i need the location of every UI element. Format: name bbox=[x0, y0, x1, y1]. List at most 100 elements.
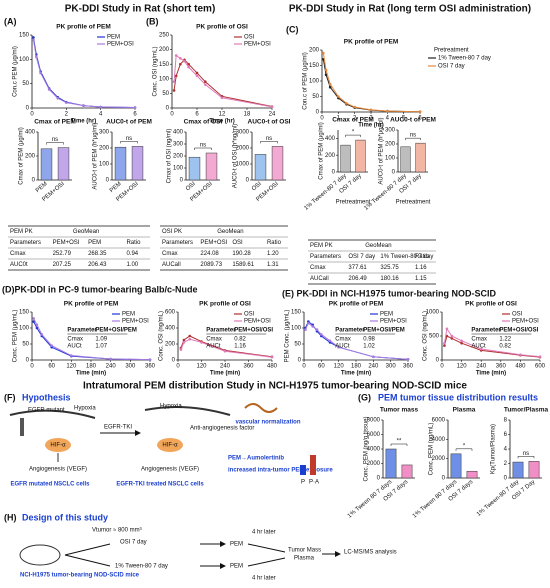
x-tick-label: 2 bbox=[353, 116, 357, 122]
label: Angiogenesis (VEGF) bbox=[141, 467, 199, 473]
x-tick-label: 120 bbox=[457, 364, 468, 370]
point bbox=[328, 85, 332, 89]
label: 4 hr later bbox=[252, 530, 276, 536]
point bbox=[220, 96, 224, 100]
series-line bbox=[33, 318, 151, 361]
point bbox=[460, 341, 463, 345]
x-axis-label: Time (min) bbox=[76, 371, 106, 377]
table-cell: PEM+OSI bbox=[200, 240, 227, 246]
y-tick-label: 2000 bbox=[236, 146, 250, 152]
point bbox=[324, 68, 328, 72]
point bbox=[223, 349, 227, 353]
point bbox=[70, 354, 73, 357]
chart-title: PK profile of PEM bbox=[56, 24, 111, 31]
chart-title: Tumor/Plasma bbox=[504, 407, 549, 414]
hif-shape bbox=[157, 438, 183, 452]
y-tick-label: 1000 bbox=[426, 310, 440, 316]
point bbox=[450, 337, 454, 340]
point bbox=[443, 341, 446, 345]
label: Vtumor ≈ 800 mm³ bbox=[92, 528, 142, 534]
x-tick-label: 0 bbox=[302, 364, 306, 370]
inset-cell: Cmax bbox=[67, 337, 83, 343]
x-tick-label: 6 bbox=[195, 112, 199, 118]
y-tick-label: 0 bbox=[442, 476, 446, 482]
x-tick-label: 12 bbox=[219, 112, 226, 118]
y-tick-label: 400 bbox=[25, 130, 36, 136]
panel-label: (F) bbox=[4, 392, 16, 402]
x-tick-label: 0 bbox=[30, 112, 34, 118]
x-tick-label: 180 bbox=[351, 364, 362, 370]
point bbox=[188, 334, 192, 338]
label: EGFR-TKI bbox=[104, 425, 132, 431]
y-tick-label: 1000 bbox=[236, 162, 250, 168]
label: HIF-α bbox=[50, 443, 66, 449]
inset-cell: Cmax bbox=[471, 337, 487, 343]
point bbox=[172, 80, 176, 84]
y-tick-label: 0 bbox=[504, 476, 508, 482]
y-tick-label: 3000 bbox=[236, 130, 250, 136]
x-tick-label: 0 bbox=[176, 364, 180, 370]
y-tick-label: 300 bbox=[99, 130, 110, 136]
point bbox=[479, 347, 483, 351]
y-tick-label: 150 bbox=[159, 62, 170, 68]
point bbox=[148, 358, 152, 361]
inset-cell: AUCt bbox=[335, 344, 350, 350]
bar bbox=[512, 461, 524, 479]
inset-header: PEM+OSI/OSI bbox=[499, 328, 538, 334]
chart-title: Tumor mass bbox=[380, 407, 419, 414]
y-tick-label: 50 bbox=[312, 94, 319, 100]
y-axis-label: Cmax of PEM (μg/ml) bbox=[19, 127, 25, 184]
inset-header: PEM+OSI/PEM bbox=[95, 328, 137, 334]
icon-bar bbox=[310, 455, 316, 475]
point bbox=[307, 321, 310, 325]
x-tick-label: 240 bbox=[368, 364, 379, 370]
inset-header: Parameter bbox=[335, 328, 365, 334]
y-axis-label: Cmax of OSI (ng/ml) bbox=[167, 129, 173, 184]
legend-label: PEM bbox=[122, 312, 135, 318]
x-tick-label: 0 bbox=[170, 112, 174, 118]
y-tick-label: 100 bbox=[309, 79, 320, 85]
chart-title: PK profile of OSI bbox=[465, 301, 517, 308]
sig-bracket bbox=[345, 134, 361, 138]
x-tick-label: 18 bbox=[244, 112, 251, 118]
point bbox=[82, 104, 85, 107]
panel-h-title: Design of this study bbox=[22, 512, 108, 522]
sig-bracket bbox=[405, 137, 421, 141]
table-cell: AUCall bbox=[162, 262, 181, 268]
x-tick-label: 180 bbox=[86, 364, 97, 370]
table-cell: Ratio bbox=[415, 254, 430, 260]
x-axis-label: Time (min) bbox=[341, 371, 371, 377]
significance: ns bbox=[266, 136, 272, 142]
y-tick-label: 100 bbox=[385, 156, 396, 162]
label: Anti-angiogenesis factor bbox=[190, 426, 254, 432]
legend-label: OSI 7 day bbox=[438, 64, 465, 70]
label: P·A bbox=[309, 480, 319, 486]
legend-label: OSI bbox=[244, 312, 255, 318]
y-tick-label: 6 bbox=[504, 432, 508, 438]
point bbox=[418, 110, 422, 113]
label: P bbox=[301, 480, 305, 486]
table-cell: Ratio bbox=[126, 240, 141, 246]
y-tick-label: 200 bbox=[99, 146, 110, 152]
y-tick-label: 50 bbox=[294, 342, 301, 348]
arrow bbox=[64, 543, 111, 556]
legend-label: PEM+OSI bbox=[244, 42, 271, 48]
point bbox=[337, 95, 340, 98]
y-tick-label: 0 bbox=[377, 476, 381, 482]
point bbox=[538, 355, 542, 358]
label: LC-MS/MS analysis bbox=[344, 550, 397, 556]
x-tick-label: 4 bbox=[386, 116, 390, 122]
inset-header: Parameter bbox=[471, 328, 501, 334]
inset-header: PEM+OSI/PEM bbox=[363, 328, 405, 334]
y-tick-label: 300 bbox=[385, 128, 396, 134]
arrow bbox=[247, 543, 286, 553]
chart-title: PK profile of PEM bbox=[344, 39, 399, 46]
legend-label: OSI bbox=[512, 312, 523, 318]
point bbox=[304, 328, 307, 331]
bar bbox=[528, 461, 540, 479]
table-cell: 325.75 bbox=[380, 265, 399, 271]
table-cell: 206.49 bbox=[348, 276, 367, 282]
point bbox=[386, 109, 389, 113]
bar bbox=[271, 146, 284, 181]
label: vascular normalization bbox=[235, 420, 300, 426]
